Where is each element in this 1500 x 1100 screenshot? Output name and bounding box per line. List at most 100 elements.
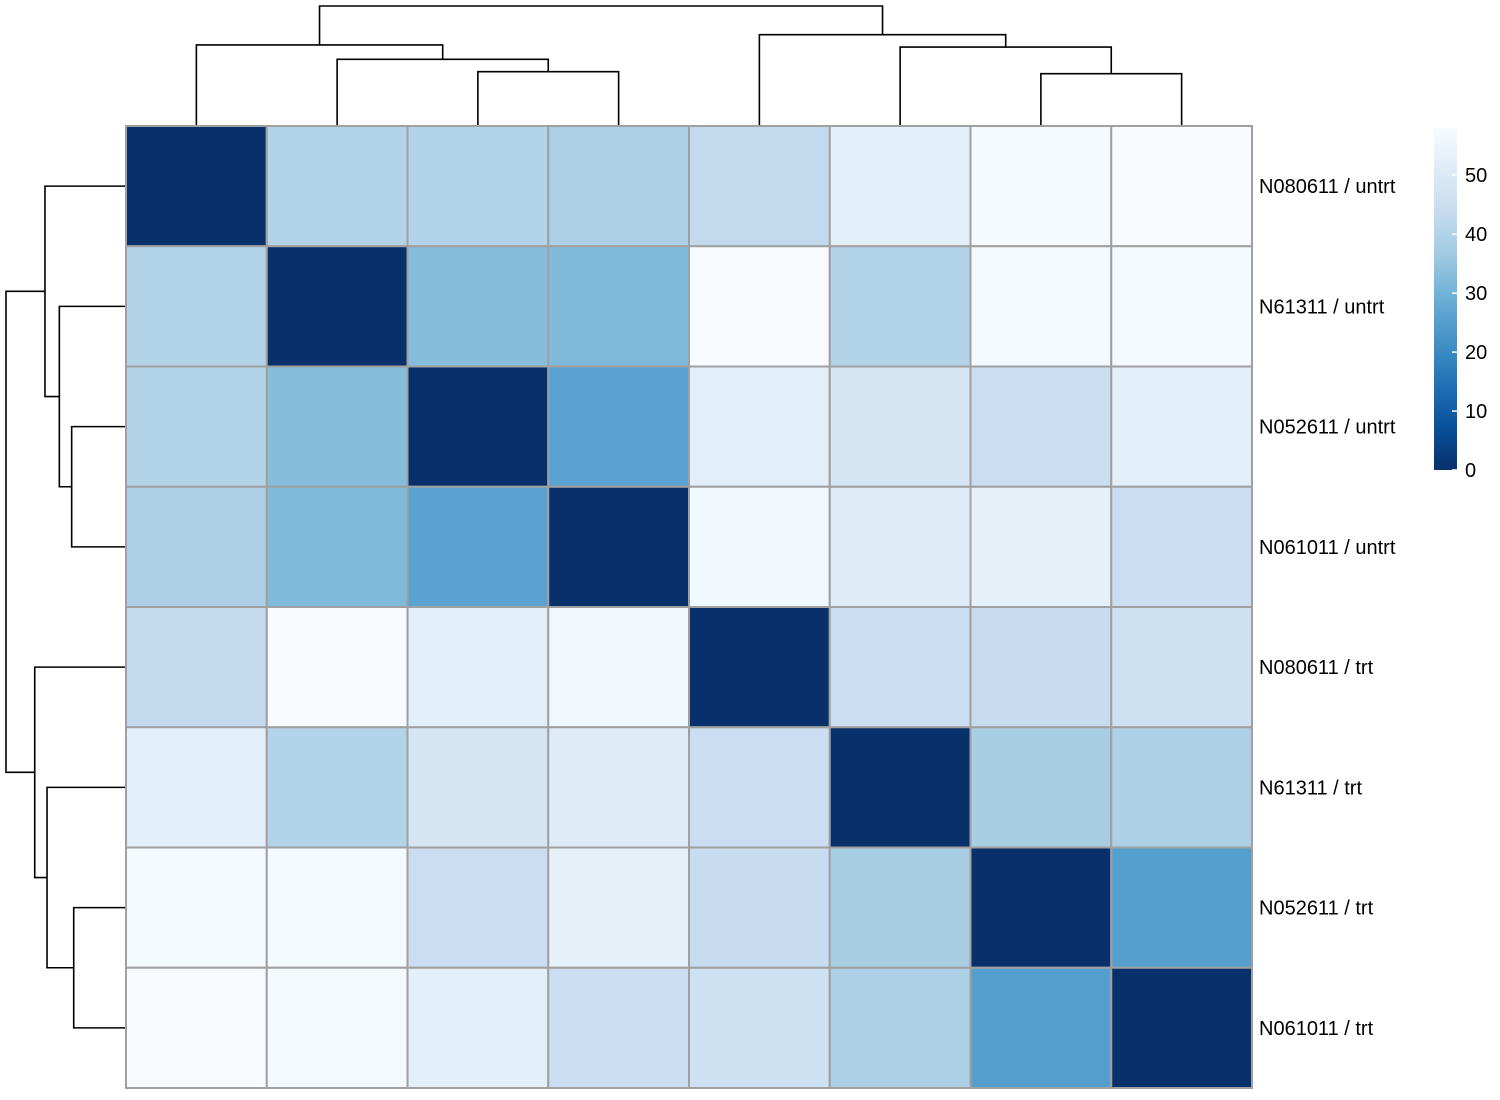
heatmap-cell	[828, 365, 972, 488]
heatmap-cell	[969, 365, 1113, 488]
heatmap-cell	[406, 606, 550, 729]
heatmap-cell	[828, 846, 972, 969]
column-dendrogram	[195, 5, 1183, 125]
row-label: N080611 / trt	[1259, 657, 1374, 679]
heatmap-cell	[547, 485, 690, 608]
dendrogram-branch	[195, 44, 444, 125]
heatmap-cell	[125, 485, 268, 608]
heatmap-cell	[1110, 846, 1253, 969]
heatmap-cell	[125, 606, 268, 729]
heatmap-cell	[547, 606, 690, 729]
heatmap-cell	[969, 846, 1113, 969]
heatmap-cell	[125, 846, 268, 969]
heatmap-cell	[406, 966, 550, 1089]
dendrogram-branch	[758, 33, 1007, 125]
dendrogram-branch	[44, 185, 125, 398]
dendrogram-branch	[899, 46, 1113, 125]
heatmap-cell	[547, 726, 690, 849]
color-legend-tick-label: 10	[1465, 401, 1487, 423]
color-legend-bar	[1434, 128, 1457, 470]
row-label: N061011 / untrt	[1259, 537, 1396, 559]
dendrogram-branch	[477, 70, 620, 125]
heatmap-cell	[125, 125, 268, 248]
heatmap-cell	[406, 125, 550, 248]
heatmap-cell	[406, 365, 550, 488]
dendrogram-branch	[70, 425, 125, 548]
row-label: N061011 / trt	[1259, 1018, 1374, 1040]
heatmap-cell	[1110, 485, 1253, 608]
heatmap-cell	[1110, 606, 1253, 729]
row-labels: N080611 / untrt N61311 / untrt N052611 / u…	[1259, 176, 1396, 1040]
heatmap-cell	[1110, 726, 1253, 849]
color-legend-tick-label: 20	[1465, 342, 1487, 364]
color-legend-tick-label: 0	[1465, 460, 1476, 482]
heatmap-cell	[406, 485, 550, 608]
heatmap-cell	[125, 365, 268, 488]
row-dendrogram	[5, 185, 125, 1029]
heatmap-cell	[969, 125, 1113, 248]
heatmap-cell	[406, 846, 550, 969]
heatmap-cell	[406, 245, 550, 368]
heatmap-cell	[406, 726, 550, 849]
heatmap-cell	[547, 966, 690, 1089]
heatmap-cell	[969, 245, 1113, 368]
row-label: N052611 / trt	[1259, 898, 1374, 920]
heatmap-cell	[265, 846, 409, 969]
heatmap-cell	[1110, 365, 1253, 488]
heatmap-cell	[828, 726, 972, 849]
color-legend-tick-label: 50	[1465, 165, 1487, 187]
heatmap-cell	[125, 966, 268, 1089]
heatmap-cell	[1110, 245, 1253, 368]
dendrogram-branch	[5, 290, 45, 774]
heatmap-cell	[265, 726, 409, 849]
heatmap-cell	[969, 606, 1113, 729]
dendrogram-branch	[1040, 72, 1183, 125]
heatmap-cell	[265, 125, 409, 248]
heatmap-cell	[547, 125, 690, 248]
color-legend-tick-label: 30	[1465, 283, 1487, 305]
heatmap-cell	[547, 245, 690, 368]
row-label: N052611 / untrt	[1259, 417, 1396, 439]
color-legend: 0 10 20 30 40 50	[1434, 128, 1487, 482]
row-label: N61311 / trt	[1259, 777, 1362, 799]
dendrogram-branch	[318, 5, 884, 45]
heatmap-cells	[125, 125, 1253, 1089]
heatmap-cell	[125, 245, 268, 368]
heatmap-cell	[828, 485, 972, 608]
heatmap-cell	[688, 245, 831, 368]
dendrogram-branch	[336, 58, 550, 125]
heatmap-cell	[1110, 125, 1253, 248]
heatmap-cell	[828, 966, 972, 1089]
heatmap-cell	[265, 606, 409, 729]
heatmap-cell	[969, 726, 1113, 849]
color-legend-ticks: 0 10 20 30 40 50	[1452, 165, 1487, 482]
heatmap-cell	[265, 365, 409, 488]
heatmap-cell	[688, 726, 831, 849]
heatmap-cell	[688, 966, 831, 1089]
heatmap-cell	[688, 846, 831, 969]
dendrogram-branch	[72, 906, 125, 1029]
row-label: N080611 / untrt	[1259, 176, 1396, 198]
heatmap-cell	[265, 245, 409, 368]
row-label: N61311 / untrt	[1259, 296, 1385, 318]
heatmap-cell	[828, 125, 972, 248]
heatmap-cell	[688, 365, 831, 488]
dendrogram-branch	[33, 666, 125, 879]
heatmap-cell	[125, 726, 268, 849]
dendrogram-branch	[58, 305, 125, 488]
heatmap-cell	[547, 365, 690, 488]
heatmap-cell	[969, 966, 1113, 1089]
heatmap-cell	[1110, 966, 1253, 1089]
heatmap-cell	[547, 846, 690, 969]
heatmap-cell	[265, 966, 409, 1089]
heatmap-cell	[828, 606, 972, 729]
heatmap-cell	[688, 125, 831, 248]
color-legend-tick-label: 40	[1465, 224, 1487, 246]
heatmap-cell	[828, 245, 972, 368]
heatmap-cell	[688, 485, 831, 608]
heatmap-cell	[265, 485, 409, 608]
heatmap-cell	[688, 606, 831, 729]
dendrogram-branch	[46, 786, 125, 969]
heatmap-cell	[969, 485, 1113, 608]
